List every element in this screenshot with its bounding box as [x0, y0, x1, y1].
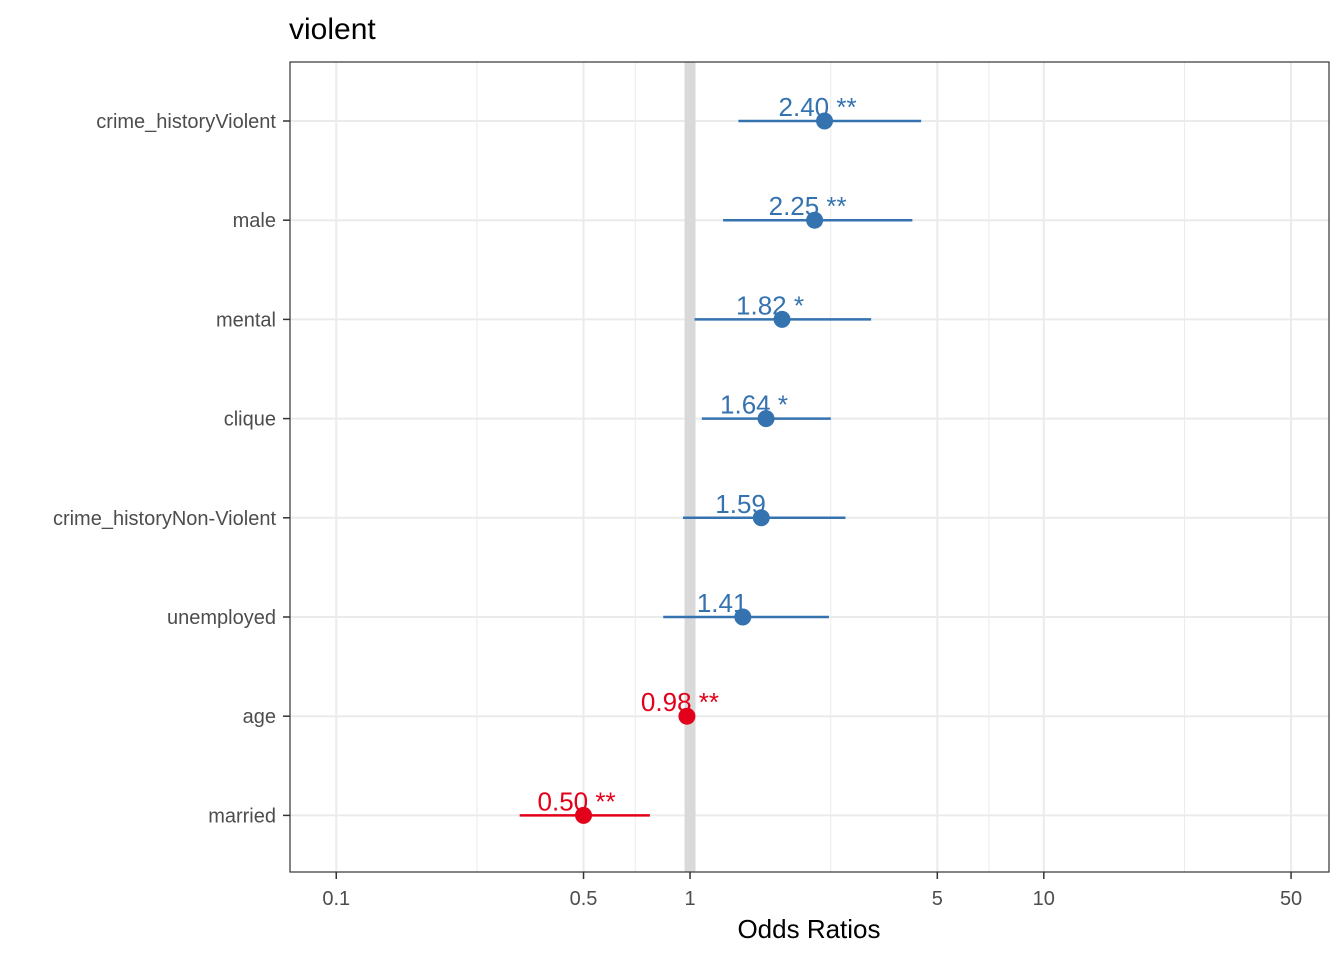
estimate-point [678, 707, 696, 725]
y-tick-label: clique [224, 409, 276, 431]
estimate-label: 1.41 [697, 588, 748, 618]
estimate-label: 0.50 ** [538, 786, 616, 816]
chart-title: violent [289, 13, 376, 46]
x-axis: 0.1 0.5 1 5 10 50 [322, 872, 1302, 910]
data-marks: 2.40 ** 2.25 ** 1.82 * 1.64 * 1.59 1.41 0.98 *… [519, 92, 922, 824]
x-tick-label: 1 [684, 888, 695, 910]
estimate-point [752, 509, 770, 527]
y-tick-label: crime_historyNon-Violent [53, 508, 277, 530]
y-tick-label: unemployed [167, 607, 276, 629]
estimate-point [575, 806, 593, 824]
plot-panel-background [290, 62, 1329, 872]
estimate-label: 0.98 ** [641, 687, 719, 717]
estimate-point [773, 310, 791, 328]
y-tick-label: age [243, 706, 276, 728]
plot-panel-border [289, 61, 1330, 873]
estimate-label: 2.25 ** [769, 191, 847, 221]
y-tick-label: mental [216, 309, 276, 331]
y-tick-label: married [208, 805, 276, 827]
x-tick-label: 5 [932, 888, 943, 910]
estimate-point [816, 112, 834, 130]
estimate-label: 1.64 * [720, 390, 788, 420]
estimate-point [734, 608, 752, 626]
estimate-point [806, 211, 824, 229]
x-tick-label: 0.5 [570, 888, 598, 910]
estimate-label: 1.59 [715, 489, 766, 519]
x-tick-label: 10 [1033, 888, 1055, 910]
y-tick-label: crime_historyViolent [96, 111, 276, 133]
estimate-point [757, 410, 775, 428]
x-tick-label: 0.1 [322, 888, 350, 910]
x-tick-label: 50 [1280, 888, 1302, 910]
y-tick-label: male [233, 210, 276, 232]
estimate-label: 2.40 ** [779, 92, 857, 122]
x-axis-title: Odds Ratios [737, 914, 880, 944]
estimate-label: 1.82 * [736, 290, 804, 320]
